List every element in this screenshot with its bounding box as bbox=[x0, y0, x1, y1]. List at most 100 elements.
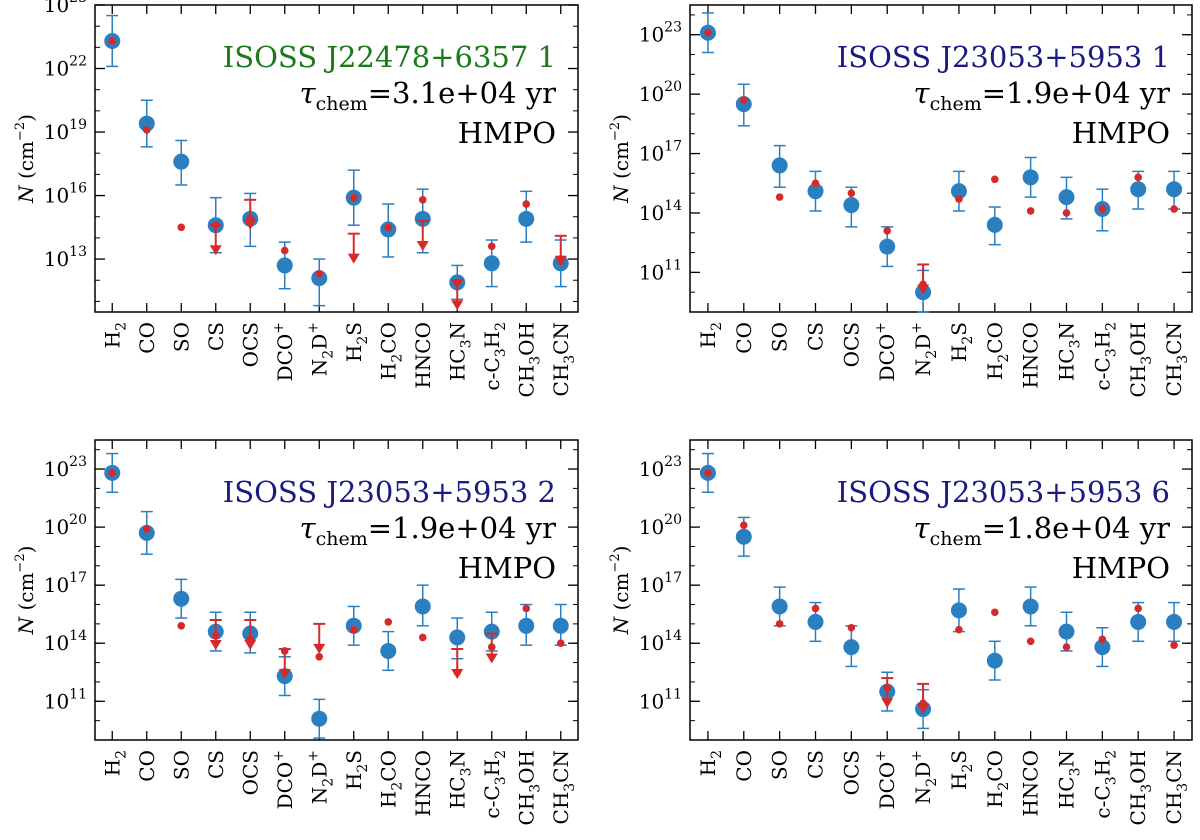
text-span: 2 bbox=[709, 750, 725, 759]
text-span: 3 bbox=[493, 348, 509, 357]
tick-exponent: 14 bbox=[664, 198, 682, 214]
chemical-age: τchem=1.8e+04 yr bbox=[914, 511, 1171, 550]
text-span: H bbox=[100, 759, 124, 776]
observed-point bbox=[735, 96, 752, 113]
tick-base: 10 bbox=[639, 573, 664, 597]
text-span: H bbox=[983, 791, 1007, 808]
text-span: OH bbox=[514, 750, 538, 784]
upper-limit-arrowhead bbox=[313, 643, 326, 654]
tick-base: 10 bbox=[44, 573, 69, 597]
text-span: 3 bbox=[493, 776, 509, 785]
y-axis-label: N (cm−2) bbox=[608, 114, 633, 204]
observed-point bbox=[518, 617, 535, 634]
upper-limit-arrowhead bbox=[209, 640, 222, 650]
text-span: 2 bbox=[996, 354, 1012, 363]
tick-exponent: 17 bbox=[664, 570, 682, 586]
text-span: CN bbox=[1162, 750, 1186, 783]
x-tick-label: OCS bbox=[839, 750, 863, 795]
x-tick-label: N2D+ bbox=[909, 322, 940, 376]
text-span: 2 bbox=[355, 764, 371, 773]
model-point bbox=[919, 699, 927, 708]
text-span: yr bbox=[1131, 511, 1171, 545]
x-tick-label: N2D+ bbox=[909, 750, 940, 804]
observed-point bbox=[483, 255, 500, 272]
text-span: (cm bbox=[609, 573, 633, 617]
y-tick-label: 1023 bbox=[639, 20, 682, 47]
text-span: 2 bbox=[493, 750, 509, 759]
x-tick-label: CH3CN bbox=[549, 750, 578, 824]
observed-point bbox=[518, 210, 535, 227]
text-span: −2 bbox=[608, 122, 623, 141]
y-tick-label: 1011 bbox=[44, 686, 87, 713]
text-span: 3.1e+04 bbox=[392, 76, 516, 110]
text-span: H bbox=[480, 759, 504, 776]
x-tick-label: H2CO bbox=[376, 750, 405, 808]
text-span: OCS bbox=[839, 750, 863, 795]
x-tick-label: N2D+ bbox=[305, 750, 336, 804]
text-span: SO bbox=[169, 322, 193, 352]
text-span: + bbox=[305, 750, 321, 762]
text-span: CO bbox=[732, 750, 756, 782]
x-tick-label: CS bbox=[804, 322, 828, 351]
observed-point bbox=[483, 623, 500, 640]
text-span: 2 bbox=[960, 764, 976, 773]
model-point bbox=[1062, 209, 1071, 217]
x-tick-label: H2 bbox=[100, 322, 129, 348]
text-span: N bbox=[307, 359, 331, 377]
model-point bbox=[556, 639, 565, 648]
x-tick-label: HNCO bbox=[1019, 322, 1043, 389]
text-span: + bbox=[271, 322, 287, 334]
model-point bbox=[1134, 604, 1143, 613]
x-tick-label: CH3OH bbox=[514, 322, 543, 398]
source-name: ISOSS J22478+6357 1 bbox=[223, 40, 556, 74]
model-point bbox=[315, 652, 324, 661]
tick-base: 10 bbox=[44, 57, 69, 81]
y-tick-label: 1023 bbox=[44, 454, 87, 481]
y-tick-label: 1023 bbox=[639, 454, 682, 481]
text-span: c-C bbox=[1090, 357, 1114, 390]
x-tick-label: CH3CN bbox=[1162, 322, 1191, 396]
text-span: SO bbox=[169, 750, 193, 780]
tick-exponent: 23 bbox=[664, 454, 682, 470]
text-span: 3 bbox=[527, 784, 543, 793]
model-point bbox=[246, 635, 255, 644]
model-point bbox=[704, 28, 712, 37]
text-span: 1.9e+04 bbox=[392, 511, 516, 545]
text-span: 2 bbox=[996, 782, 1012, 791]
upper-limit-arrowhead bbox=[244, 219, 257, 230]
text-span: + bbox=[873, 322, 889, 334]
text-span: OH bbox=[1126, 322, 1150, 356]
text-span: CO bbox=[983, 750, 1007, 782]
text-span: S bbox=[342, 322, 366, 336]
model-point bbox=[487, 643, 496, 651]
x-tick-label: CH3OH bbox=[1126, 750, 1155, 826]
tick-exponent: 20 bbox=[664, 512, 682, 528]
text-span: 3 bbox=[1139, 356, 1155, 365]
model-point bbox=[1062, 643, 1071, 651]
text-span: S bbox=[947, 750, 971, 764]
x-tick-label: H2 bbox=[696, 322, 725, 348]
text-span: + bbox=[271, 750, 287, 762]
text-span: −2 bbox=[608, 553, 623, 572]
text-span: D bbox=[911, 334, 935, 350]
text-span: D bbox=[307, 762, 331, 778]
tick-exponent: 23 bbox=[69, 454, 87, 470]
text-span: = bbox=[368, 511, 392, 545]
model-point bbox=[556, 257, 565, 265]
tick-exponent: 20 bbox=[69, 512, 87, 528]
text-span: OCS bbox=[839, 322, 863, 367]
text-span: H bbox=[983, 363, 1007, 380]
text-span: H bbox=[342, 345, 366, 362]
text-span: 2 bbox=[960, 336, 976, 345]
model-point bbox=[108, 37, 117, 45]
y-tick-label: 1011 bbox=[639, 686, 682, 713]
model-point bbox=[775, 620, 784, 628]
text-span: 2 bbox=[113, 750, 129, 759]
text-span: 3 bbox=[1103, 776, 1119, 785]
y-tick-label: 1014 bbox=[639, 628, 682, 655]
plot-frame bbox=[689, 439, 1193, 741]
tick-exponent: 17 bbox=[69, 570, 87, 586]
text-span: CH bbox=[1162, 792, 1186, 825]
